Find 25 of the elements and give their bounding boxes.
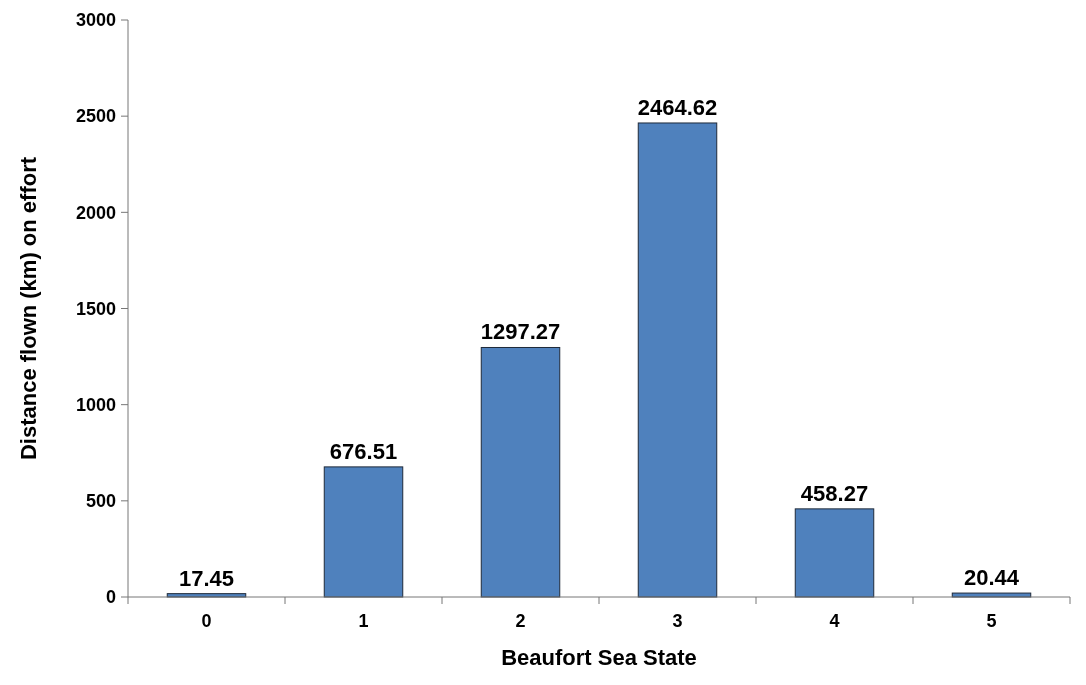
y-tick-label: 3000 (75, 10, 116, 31)
x-axis-title: Beaufort Sea State (501, 645, 697, 670)
y-tick-label: 2500 (75, 106, 116, 127)
data-label: 17.45 (178, 565, 235, 591)
data-label: 458.27 (800, 480, 869, 506)
bar (480, 346, 561, 598)
y-tick-label: 1000 (75, 394, 116, 415)
bar (323, 466, 404, 598)
x-tick-label: 3 (672, 611, 683, 631)
data-label: 676.51 (329, 438, 398, 464)
x-tick-label: 2 (515, 611, 526, 631)
y-axis-title: Distance flown (km) on effort (16, 156, 41, 461)
x-tick-label: 0 (201, 611, 212, 631)
data-label: 20.44 (963, 565, 1020, 591)
y-tick-label: 0 (105, 587, 116, 608)
y-tick-label: 1500 (75, 298, 116, 319)
y-tick-label: 500 (85, 491, 116, 512)
bar (637, 122, 718, 598)
data-label: 1297.27 (480, 319, 561, 345)
data-label: 2464.62 (637, 94, 718, 120)
x-tick-label: 5 (986, 611, 997, 631)
x-tick-label: 4 (829, 611, 840, 631)
x-tick-label: 1 (358, 611, 369, 631)
y-tick-label: 2000 (75, 202, 116, 223)
bar (794, 508, 875, 598)
